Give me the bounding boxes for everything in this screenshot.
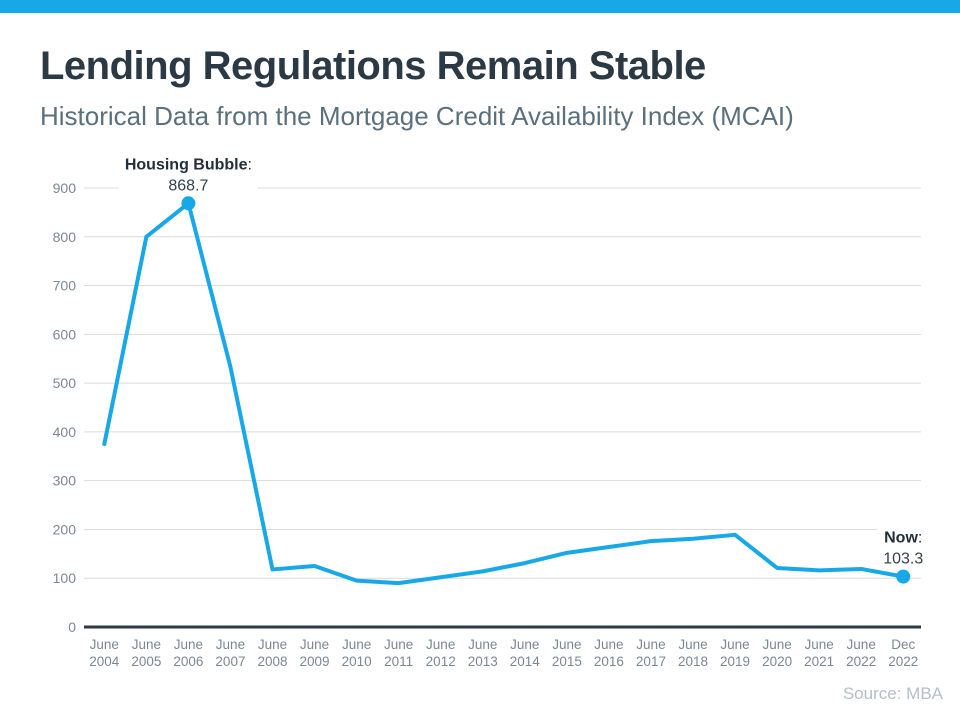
y-axis-tick-label: 900 — [53, 180, 77, 196]
x-axis-tick-label: June 2020 — [762, 637, 792, 669]
annotation-value: 103.3 — [883, 551, 923, 568]
x-axis-tick-label: June 2015 — [552, 637, 582, 669]
y-axis-tick-label: 100 — [53, 570, 77, 586]
y-axis-tick-label: 0 — [68, 619, 76, 635]
x-axis-tick-label: June 2022 — [846, 637, 876, 669]
x-axis-tick-label: June 2011 — [384, 637, 413, 669]
x-axis-tick-label: June 2017 — [636, 637, 666, 669]
data-point-marker — [181, 196, 196, 211]
x-axis-tick-label: June 2013 — [468, 637, 498, 669]
annotation-value: 868.7 — [168, 177, 208, 194]
annotation-now: Now: 103.3 — [877, 526, 930, 571]
y-axis-tick-label: 500 — [53, 375, 77, 391]
annotation-housing-bubble: Housing Bubble: 868.7 — [118, 153, 258, 198]
y-axis-tick-label: 200 — [53, 521, 77, 537]
annotation-label: Housing Bubble: — [125, 156, 252, 173]
top-accent-bar — [0, 0, 960, 13]
x-axis-tick-label: June 2008 — [257, 637, 287, 669]
x-axis-tick-label: June 2005 — [131, 637, 161, 669]
x-axis-tick-label: June 2010 — [342, 637, 372, 669]
x-axis-tick-label: June 2018 — [678, 637, 708, 669]
x-axis-tick-label: June 2014 — [510, 637, 541, 669]
x-axis-tick-label: June 2006 — [173, 637, 203, 669]
y-axis-tick-label: 800 — [53, 229, 77, 245]
annotation-backing — [877, 526, 930, 571]
x-axis-tick-label: June 2012 — [426, 637, 456, 669]
page-subtitle: Historical Data from the Mortgage Credit… — [40, 101, 794, 131]
x-axis-tick-label: June 2009 — [300, 637, 330, 669]
x-axis-tick-label: June 2007 — [215, 637, 245, 669]
x-axis-tick-label: June 2016 — [594, 637, 624, 669]
x-axis-tick-label: June 2019 — [720, 637, 750, 669]
y-axis-tick-label: 700 — [53, 278, 77, 294]
page-title: Lending Regulations Remain Stable — [40, 44, 706, 88]
y-axis-tick-label: 600 — [53, 326, 77, 342]
annotation-label: Now: — [884, 530, 922, 547]
x-axis-tick-label: June 2004 — [89, 637, 120, 669]
data-point-marker — [896, 569, 911, 584]
source-attribution: Source: MBA — [842, 684, 943, 703]
mcai-line-series — [102, 201, 906, 586]
y-axis-tick-label: 400 — [53, 424, 77, 440]
x-axis-tick-label: Dec 2022 — [888, 637, 918, 669]
x-axis-tick-label: June 2021 — [804, 637, 834, 669]
annotation-backing — [118, 153, 258, 198]
y-axis-tick-label: 300 — [53, 473, 77, 489]
